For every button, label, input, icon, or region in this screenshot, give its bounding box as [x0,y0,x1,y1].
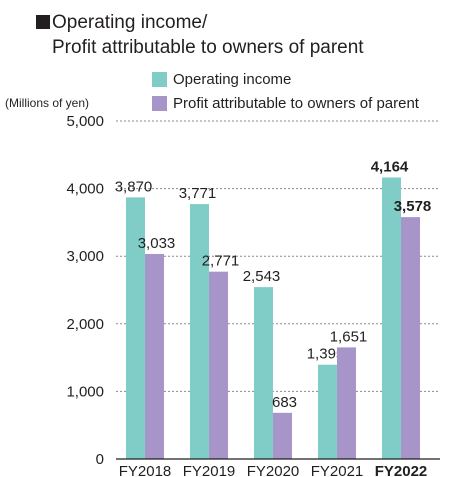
data-label: 3,771 [179,185,217,202]
data-label: 3,033 [138,235,176,252]
title-line-1: Operating income/ [52,12,208,33]
y-tick-label: 1,000 [66,383,104,400]
data-label: 1,651 [330,328,368,345]
title-line-2: Profit attributable to owners of parent [52,37,364,58]
bar [337,347,356,459]
data-label: 1,395 [307,346,345,363]
y-tick-label: 0 [96,451,104,468]
legend-swatch-profit [152,96,167,111]
legend-swatch-operating-income [152,72,167,87]
legend-label-operating-income: Operating income [173,71,292,88]
x-tick-label: FY2020 [247,463,300,477]
bar [254,287,273,459]
chart-title: Operating income/ Profit attributable to… [52,10,364,60]
y-tick-label: 5,000 [66,113,104,130]
bar [318,364,337,459]
legend-label-profit: Profit attributable to owners of parent [173,95,419,112]
bar [273,412,292,459]
x-tick-label: FY2019 [183,463,236,477]
unit-label: (Millions of yen) [5,96,90,110]
data-label: 683 [272,394,297,411]
data-label: 3,578 [394,198,432,215]
bar [209,271,228,459]
y-tick-label: 4,000 [66,181,104,198]
title-square-icon [36,15,50,29]
data-label: 3,870 [115,178,153,195]
y-tick-label: 2,000 [66,316,104,333]
x-tick-label: FY2022 [375,463,428,477]
bar [382,177,401,459]
bar [145,253,164,459]
data-label: 2,771 [202,253,240,270]
bar [401,217,420,459]
x-tick-label: FY2021 [311,463,364,477]
data-label: 2,543 [243,268,281,285]
bar [126,197,145,459]
y-tick-label: 3,000 [66,248,104,265]
data-label: 4,164 [371,159,409,176]
bar [190,204,209,459]
x-tick-label: FY2018 [119,463,172,477]
